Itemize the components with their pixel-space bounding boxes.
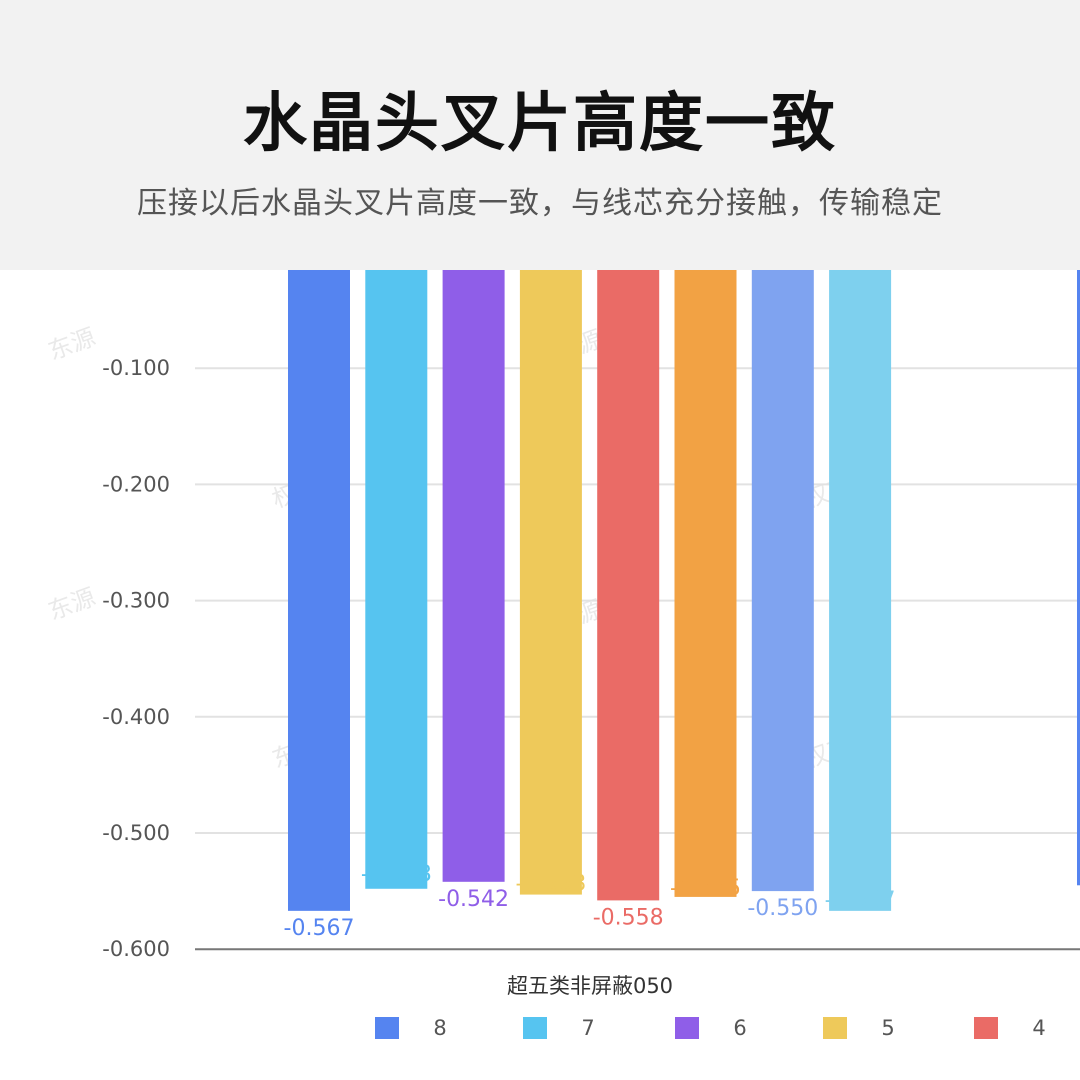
bar-series-4 (519, 252, 582, 895)
bar-next-category-partial (1077, 252, 1080, 886)
page-title: 水晶头叉片高度一致 (243, 87, 837, 161)
legend-swatch (375, 1017, 399, 1039)
y-tick-label: -0.600 (102, 937, 170, 961)
data-label: -0.542 (438, 887, 509, 912)
page-subtitle: 压接以后水晶头叉片高度一致，与线芯充分接触，传输稳定 (137, 186, 943, 221)
legend-swatch (675, 1017, 699, 1039)
legend-label: 8 (433, 1016, 446, 1040)
watermark-text: 东源 (44, 583, 99, 626)
data-label: -0.553 (515, 872, 586, 897)
bar-series-8 (829, 252, 892, 911)
bar-series-1 (288, 252, 350, 911)
legend-label: 7 (581, 1016, 594, 1040)
y-tick-label: -0.300 (102, 589, 170, 613)
x-category-label: 超五类非屏蔽050 (507, 974, 673, 998)
header-banner: 水晶头叉片高度一致 压接以后水晶头叉片高度一致，与线芯充分接触，传输稳定 (0, 0, 1080, 270)
y-tick-label: -0.200 (102, 472, 170, 496)
data-label: -0.550 (747, 896, 818, 921)
legend-swatch (823, 1017, 847, 1039)
bar-series-2 (365, 252, 428, 889)
bar-series-3 (442, 252, 505, 882)
watermark-text: 东源 (44, 323, 99, 366)
data-label: -0.558 (593, 905, 664, 930)
data-label: -0.567 (284, 916, 355, 941)
data-label: -0.567 (825, 888, 896, 913)
data-label: -0.555 (670, 876, 741, 901)
bar-series-5 (597, 252, 660, 901)
legend-label: 5 (881, 1016, 894, 1040)
legend-swatch (523, 1017, 547, 1039)
y-tick-label: -0.400 (102, 705, 170, 729)
y-tick-label: -0.100 (102, 356, 170, 380)
bar-series-6 (674, 252, 737, 897)
data-label: -0.548 (361, 862, 432, 887)
legend-label: 6 (733, 1016, 746, 1040)
y-tick-label: -0.500 (102, 821, 170, 845)
legend-label: 4 (1032, 1016, 1045, 1040)
legend-swatch (974, 1017, 998, 1039)
bar-series-7 (751, 252, 814, 892)
